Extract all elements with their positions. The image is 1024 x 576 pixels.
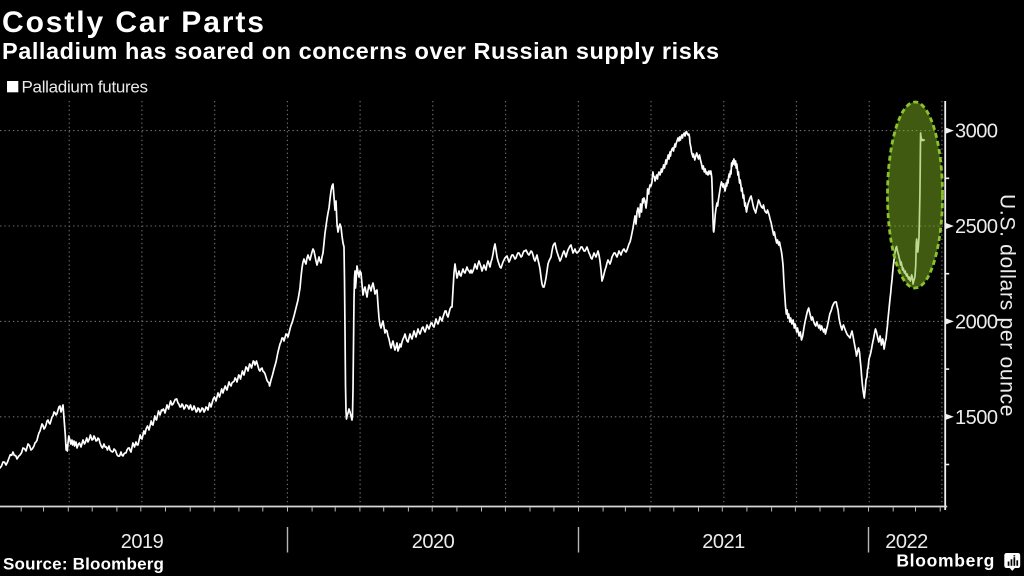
- svg-text:2020: 2020: [412, 531, 455, 553]
- svg-text:Palladium has soared on concer: Palladium has soared on concerns over Ru…: [2, 38, 720, 64]
- svg-text:2021: 2021: [702, 531, 745, 553]
- svg-text:2000: 2000: [955, 311, 998, 333]
- svg-text:Palladium futures: Palladium futures: [22, 78, 148, 97]
- svg-text:U.S. dollars per ounce: U.S. dollars per ounce: [996, 194, 1019, 417]
- svg-text:2500: 2500: [955, 216, 998, 238]
- svg-text:2022: 2022: [885, 531, 928, 553]
- svg-text:Costly Car Parts: Costly Car Parts: [2, 6, 266, 39]
- svg-text:Source: Bloomberg: Source: Bloomberg: [3, 555, 164, 574]
- svg-text:3000: 3000: [955, 121, 998, 143]
- svg-text:2019: 2019: [121, 531, 164, 553]
- svg-text:Bloomberg: Bloomberg: [896, 551, 995, 571]
- svg-text:1500: 1500: [955, 407, 998, 429]
